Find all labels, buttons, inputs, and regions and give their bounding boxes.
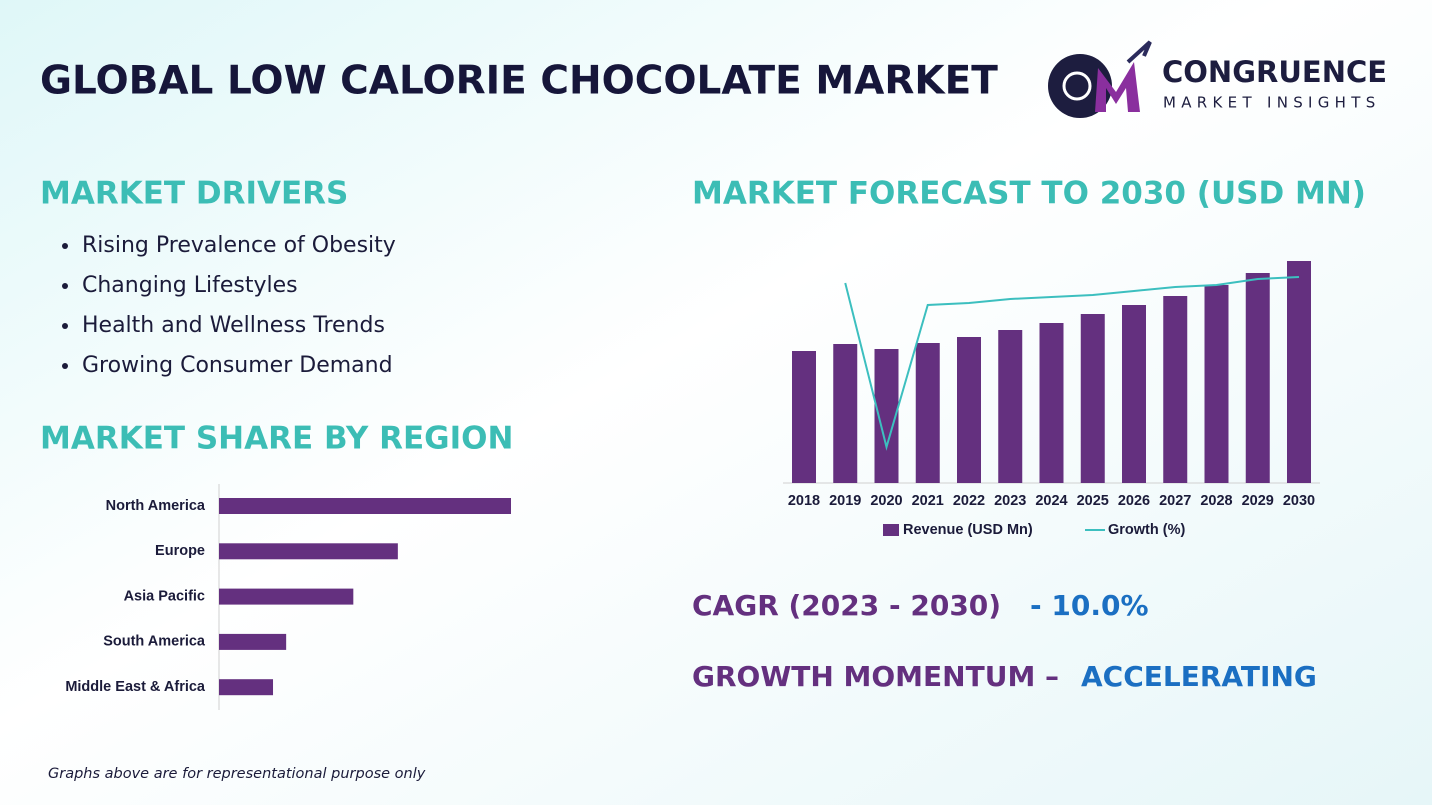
driver-item: Rising Prevalence of Obesity: [82, 233, 396, 258]
x-tick-label: 2019: [829, 493, 861, 509]
bar: [915, 343, 940, 483]
logo: CONGRUENCE MARKET INSIGHTS: [1048, 40, 1387, 118]
bullet: [62, 283, 68, 289]
bar: [957, 337, 981, 483]
bar: [1204, 285, 1229, 483]
category-label: South America: [103, 634, 206, 650]
x-tick-label: 2025: [1077, 493, 1109, 509]
logo-name: CONGRUENCE: [1162, 55, 1387, 89]
driver-item: Health and Wellness Trends: [82, 313, 385, 338]
cagr-value: - 10.0%: [1030, 589, 1149, 622]
bullet: [62, 243, 68, 249]
momentum-value: ACCELERATING: [1081, 660, 1317, 693]
bar: [219, 588, 354, 605]
category-label: Europe: [155, 543, 205, 559]
x-tick-label: 2028: [1200, 493, 1232, 509]
bullet: [62, 363, 68, 369]
logo-globe: [1062, 71, 1092, 101]
x-tick-label: 2030: [1283, 493, 1315, 509]
x-tick-label: 2029: [1242, 493, 1274, 509]
bar: [792, 351, 816, 483]
bar: [833, 344, 858, 483]
growth-line: [844, 276, 1300, 451]
category-label: North America: [106, 498, 206, 514]
x-tick-label: 2027: [1159, 493, 1191, 509]
title: GLOBAL LOW CALORIE CHOCOLATE MARKET: [40, 59, 998, 104]
category-label: Middle East & Africa: [65, 679, 206, 695]
legend-label: Growth (%): [1108, 522, 1185, 538]
footnote: Graphs above are for representational pu…: [48, 766, 426, 782]
x-tick-label: 2022: [953, 493, 985, 509]
bar: [1287, 261, 1311, 483]
bar: [219, 633, 287, 650]
legend-swatch: [883, 524, 899, 536]
bar: [1245, 273, 1270, 483]
logo-arrow: [1126, 40, 1152, 64]
bar: [1039, 323, 1064, 483]
bar: [1163, 296, 1188, 483]
category-label: Asia Pacific: [124, 588, 205, 604]
section-heading: MARKET DRIVERS: [40, 176, 348, 212]
driver-item: Growing Consumer Demand: [82, 353, 393, 378]
logo-m: [1095, 62, 1140, 112]
bar: [219, 543, 398, 560]
bar: [219, 679, 274, 696]
x-tick-label: 2024: [1035, 493, 1067, 509]
x-tick-label: 2023: [994, 493, 1026, 509]
legend-label: Revenue (USD Mn): [903, 522, 1033, 538]
bar: [1080, 314, 1105, 483]
x-tick-label: 2026: [1118, 493, 1150, 509]
x-tick-label: 2021: [912, 493, 944, 509]
section-heading: MARKET SHARE BY REGION: [40, 421, 513, 457]
driver-item: Changing Lifestyles: [82, 273, 298, 298]
bar: [219, 498, 511, 514]
x-tick-label: 2018: [788, 493, 820, 509]
section-heading: MARKET FORECAST TO 2030 (USD MN): [692, 176, 1366, 212]
x-tick-label: 2020: [870, 493, 902, 509]
momentum-label: GROWTH MOMENTUM –: [692, 660, 1059, 693]
bar: [1122, 305, 1146, 483]
cagr-label: CAGR (2023 - 2030): [692, 589, 1001, 622]
bar: [998, 330, 1023, 483]
logo-tagline: MARKET INSIGHTS: [1163, 94, 1381, 112]
bullet: [62, 323, 68, 329]
